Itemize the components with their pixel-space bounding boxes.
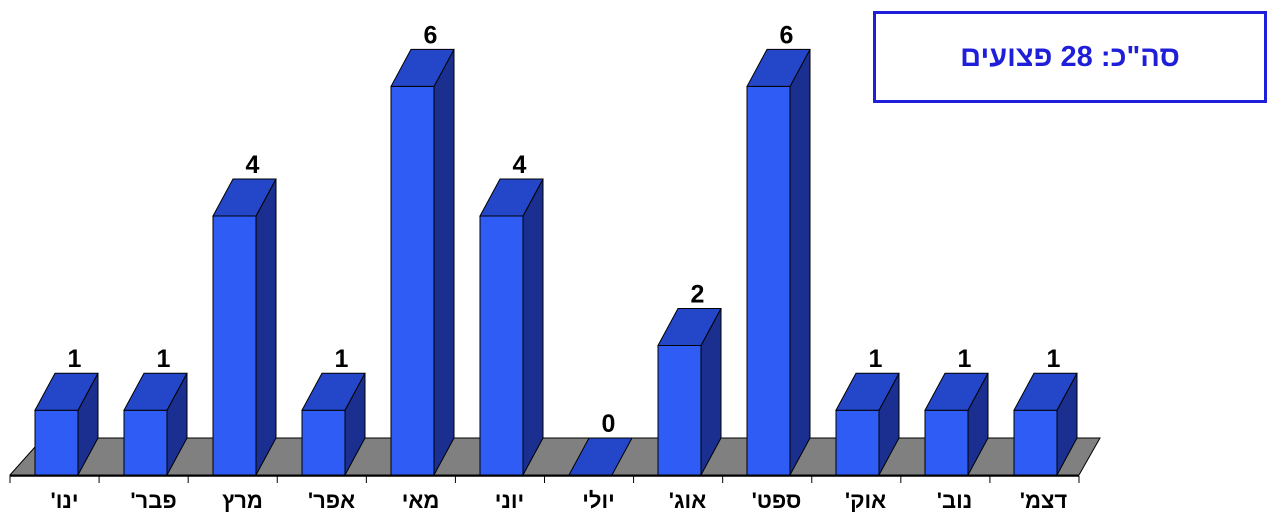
bar [657, 307, 722, 476]
x-tick-label: אוק' [845, 488, 886, 513]
bar-top [568, 437, 633, 476]
bar-top [1013, 372, 1078, 411]
bar-front [390, 85, 435, 476]
bar-front [301, 409, 346, 476]
bar-top [212, 178, 277, 217]
x-tick-label: פבר' [130, 488, 176, 513]
bar-front [34, 409, 79, 476]
bar-side [789, 49, 811, 476]
bar-front [746, 85, 791, 476]
bar [123, 372, 188, 476]
bar [924, 372, 989, 476]
x-tick-label: יולי [582, 488, 615, 513]
bar-top [123, 372, 188, 411]
bar-front [1013, 409, 1058, 476]
bar [1013, 372, 1078, 476]
x-tick-labels: ינו' פבר' מרץ אפר' מאי יוני יולי אוג' ספט' אוק' נו… [51, 488, 1068, 513]
bar [479, 178, 544, 476]
x-tick-label: ספט' [752, 488, 802, 513]
bar-front [212, 215, 257, 476]
bar-top [746, 48, 811, 87]
bar-top [924, 372, 989, 411]
x-axis [9, 475, 1080, 483]
bar-front [479, 215, 524, 476]
x-tick-label: נוב' [937, 488, 972, 513]
bar [746, 48, 811, 476]
data-label: 6 [780, 21, 794, 49]
bar [835, 372, 900, 476]
x-tick-label: דצמ' [1020, 488, 1068, 513]
bar-front [924, 409, 969, 476]
bar [34, 372, 99, 476]
bar-front [657, 344, 702, 476]
chart-floor [8, 437, 1101, 476]
bar-top [835, 372, 900, 411]
data-label: 4 [513, 151, 527, 179]
data-label: 4 [246, 151, 260, 179]
bar [390, 48, 455, 476]
data-label: 1 [335, 345, 349, 373]
bar-side [433, 49, 455, 476]
data-label: 1 [1047, 345, 1061, 373]
x-tick-label: אפר' [308, 488, 355, 513]
data-label: 0 [602, 410, 616, 438]
floor-plane [8, 437, 1101, 476]
bar-top [479, 178, 544, 217]
bar-side [522, 178, 544, 476]
data-labels: 1 1 4 1 6 4 0 2 6 1 1 1 [68, 21, 1061, 438]
x-tick-label: יוני [495, 488, 524, 513]
total-annotation-box: סה"כ: 28 פצועים [873, 11, 1267, 103]
total-annotation-text: סה"כ: 28 פצועים [960, 40, 1180, 73]
x-tick-label: ינו' [51, 488, 79, 513]
data-label: 2 [691, 280, 705, 308]
data-label: 1 [68, 345, 82, 373]
bar-top [390, 48, 455, 87]
data-label: 1 [958, 345, 972, 373]
x-tick-label: אוג' [669, 488, 706, 513]
bar-front [835, 409, 880, 476]
bar [301, 372, 366, 476]
bar [568, 437, 633, 476]
data-label: 1 [157, 345, 171, 373]
bar [212, 178, 277, 476]
bar-top [657, 307, 722, 346]
x-tick-label: מרץ [222, 488, 263, 513]
bar-top [34, 372, 99, 411]
bar-front [123, 409, 168, 476]
data-label: 6 [424, 21, 438, 49]
x-tick-label: מאי [402, 488, 440, 513]
bar-top [301, 372, 366, 411]
bar-side [255, 178, 277, 476]
data-label: 1 [869, 345, 883, 373]
bars [34, 48, 1078, 476]
